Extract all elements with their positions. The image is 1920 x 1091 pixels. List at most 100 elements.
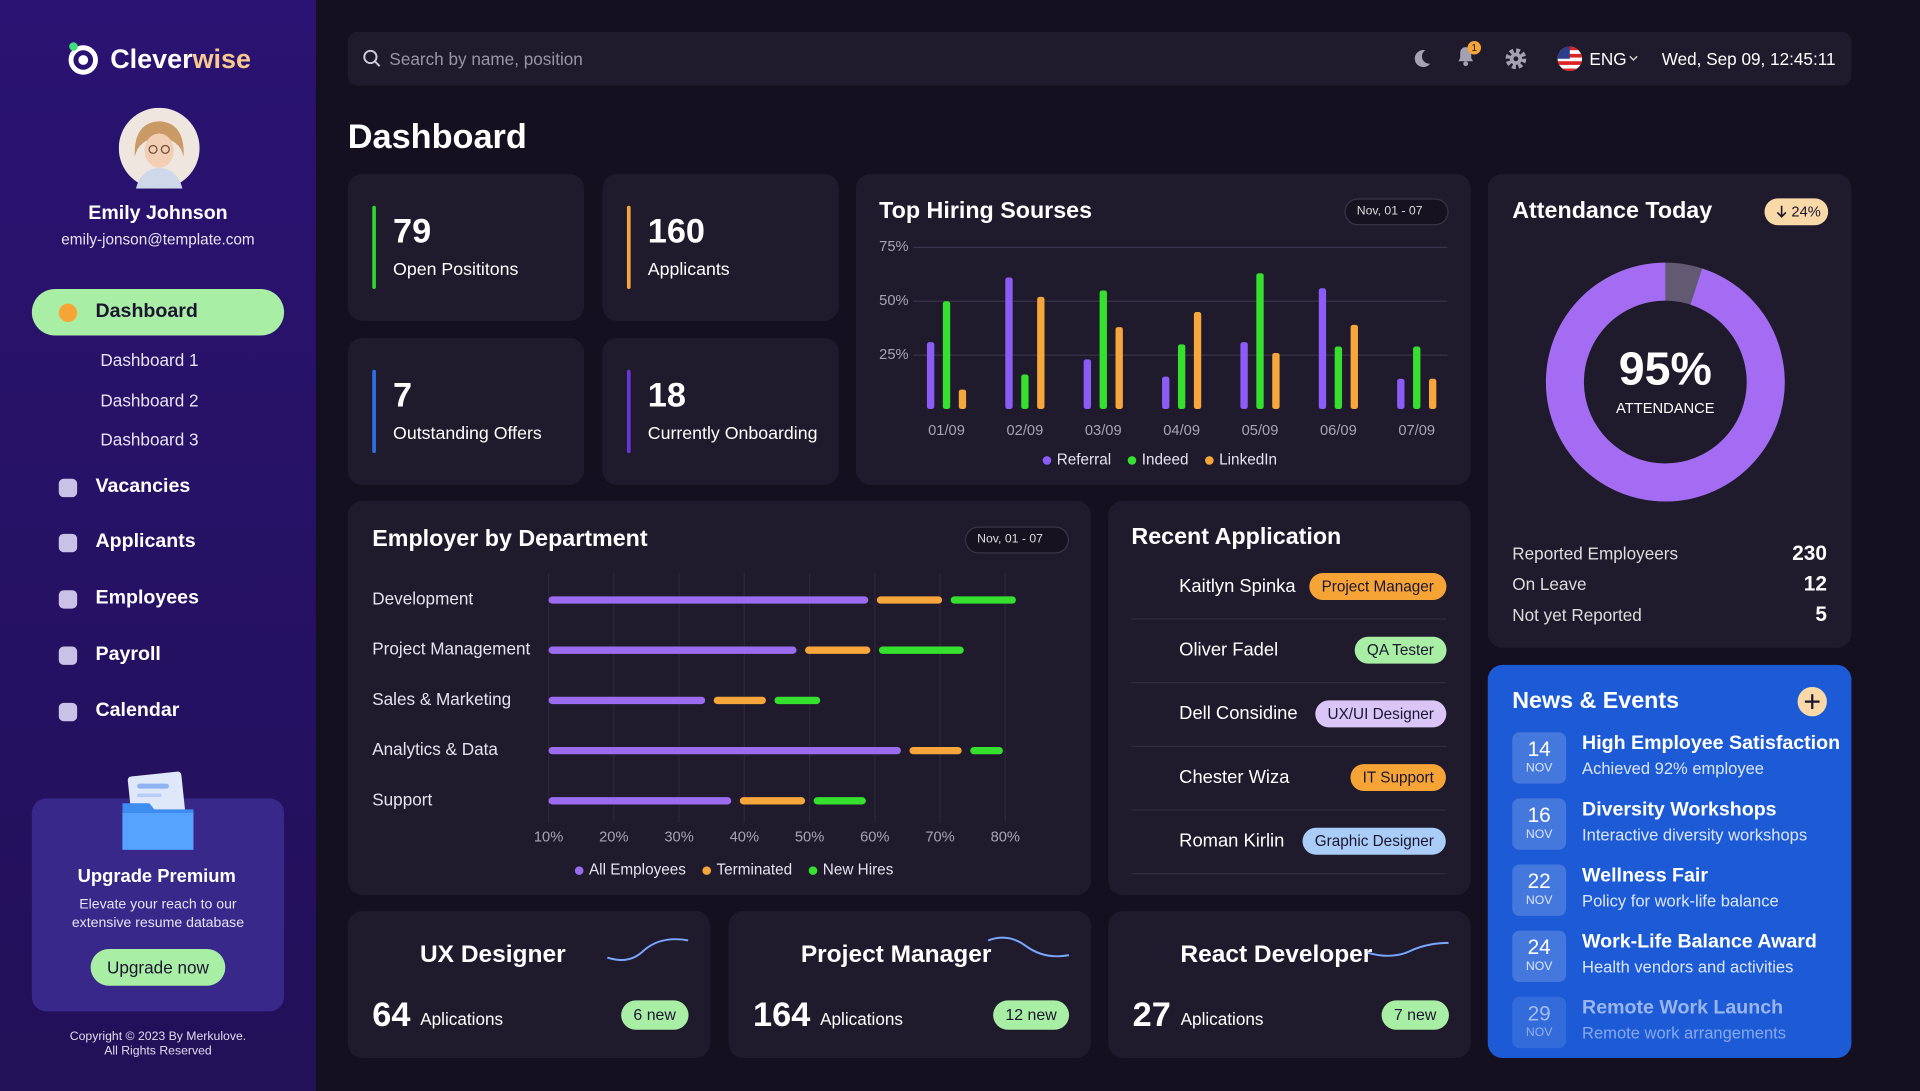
nav-icon [58, 702, 78, 722]
attendance-caption: ATTENDANCE [1616, 399, 1715, 417]
stat-label: Outstanding Offers [393, 424, 542, 445]
news-title: News & Events [1512, 688, 1680, 714]
role-tag: UX/UI Designer [1315, 700, 1447, 728]
user-avatar [118, 107, 200, 189]
change-text: 24% [1791, 203, 1821, 221]
vacancy-card[interactable] [1108, 911, 1471, 1058]
nav-icon [58, 646, 78, 665]
nav-item[interactable]: Vacancies [95, 476, 191, 497]
news-card [1487, 664, 1852, 1058]
news-date [1512, 798, 1567, 850]
subnav-item[interactable]: Dashboard 2 [100, 389, 199, 410]
separator [1131, 809, 1447, 811]
news-title[interactable]: Wellness Fair [1582, 865, 1708, 887]
nav-item[interactable]: Calendar [95, 700, 180, 721]
topbar [347, 31, 1852, 86]
role-tag: IT Support [1350, 764, 1447, 792]
stat-value: 18 [647, 375, 686, 414]
settings[interactable] [1504, 47, 1528, 71]
promo-button[interactable]: Upgrade now [90, 948, 226, 986]
news-text: Remote work arrangements [1582, 1023, 1787, 1043]
add-news[interactable] [1797, 686, 1827, 717]
attendance-count: 5 [1815, 602, 1827, 626]
stat-card [602, 337, 839, 485]
nav-icon [58, 533, 78, 553]
range-picker[interactable]: Nov, 01 - 07 [964, 526, 1069, 554]
vacancy-unit: Aplications [1180, 1008, 1264, 1029]
recent-title: Recent Application [1131, 524, 1342, 550]
subnav-item[interactable]: Dashboard 1 [100, 350, 199, 370]
language-chevron [1629, 55, 1638, 62]
new-badge: 6 new [621, 1000, 689, 1030]
stat-value: 7 [393, 375, 413, 414]
hiring-card [855, 173, 1471, 485]
attendance-value: 95% [1618, 344, 1712, 396]
role-tag: Project Manager [1309, 573, 1447, 600]
flag-icon [1557, 46, 1583, 72]
news-date [1512, 732, 1567, 784]
down-arrow [1776, 205, 1787, 218]
stat-accent [372, 369, 376, 454]
news-text: Policy for work-life balance [1582, 891, 1779, 911]
news-day: 29 [1527, 1001, 1551, 1026]
chart-title: Employer by Department [372, 526, 648, 553]
vacancy-title: Project Manager [800, 941, 992, 968]
stat-card [602, 173, 839, 321]
new-badge: 7 new [1381, 1000, 1449, 1030]
promo-text: Elevate your reach to our extensive resu… [71, 897, 245, 931]
news-title[interactable]: Work-Life Balance Award [1582, 931, 1817, 953]
subnav-item[interactable]: Dashboard 3 [100, 429, 199, 450]
promo-icon [122, 771, 194, 850]
nav-icon [58, 303, 78, 323]
vacancy-card[interactable] [347, 911, 711, 1058]
search-icon [363, 49, 381, 67]
vacancy-title: React Developer [1180, 941, 1373, 968]
range-text: Nov, 01 - 07 [1356, 204, 1423, 218]
news-title[interactable]: High Employee Satisfaction [1582, 733, 1841, 755]
page-title: Dashboard [347, 117, 527, 156]
news-day: 22 [1527, 869, 1551, 893]
new-badge: 12 new [993, 1000, 1069, 1030]
news-month: NOV [1525, 960, 1553, 974]
applicant-name: Dell Considine [1179, 703, 1298, 725]
attendance-count: 230 [1792, 541, 1827, 565]
theme-toggle[interactable] [1411, 48, 1433, 70]
stat-accent [626, 205, 631, 289]
brand-first: Clever [110, 43, 193, 74]
news-title[interactable]: Diversity Workshops [1582, 799, 1777, 821]
vacancy-count: 164 [753, 995, 811, 1034]
nav-item[interactable]: Dashboard [95, 300, 198, 322]
stat-value: 79 [393, 211, 432, 250]
nav-icon [58, 590, 78, 609]
news-date [1512, 930, 1567, 983]
news-title[interactable]: Remote Work Launch [1582, 997, 1784, 1019]
copyright: All Rights Reserved [104, 1044, 212, 1059]
chart-title: Top Hiring Sourses [879, 198, 1093, 225]
nav-item[interactable]: Employees [95, 587, 199, 609]
attendance-title: Attendance Today [1512, 198, 1713, 225]
news-month: NOV [1525, 761, 1553, 776]
range-picker[interactable]: Nov, 01 - 07 [1344, 198, 1449, 226]
news-day: 16 [1527, 803, 1551, 827]
news-month: NOV [1525, 894, 1553, 908]
news-text: Health vendors and activities [1582, 957, 1794, 977]
language[interactable]: ENG [1589, 48, 1627, 69]
stat-label: Applicants [647, 260, 730, 280]
news-date [1512, 864, 1567, 916]
role-tag: Graphic Designer [1302, 827, 1447, 855]
news-day: 14 [1527, 737, 1551, 761]
applicant-name: Kaitlyn Spinka [1179, 575, 1296, 597]
search-input[interactable]: Search by name, position [389, 48, 583, 69]
nav-item[interactable]: Payroll [95, 643, 161, 665]
attendance-count: 12 [1803, 572, 1827, 596]
attendance-label: On Leave [1512, 574, 1587, 594]
applicant-name: Roman Kirlin [1179, 830, 1285, 852]
stat-accent [626, 369, 631, 454]
brand: Cleverwise [110, 43, 251, 74]
notifications[interactable]: 1 [1453, 40, 1482, 69]
department-card [347, 500, 1092, 896]
stat-value: 160 [647, 211, 705, 250]
news-text: Achieved 92% employee [1582, 759, 1764, 778]
vacancy-card[interactable] [728, 911, 1092, 1058]
nav-item[interactable]: Applicants [95, 531, 196, 553]
